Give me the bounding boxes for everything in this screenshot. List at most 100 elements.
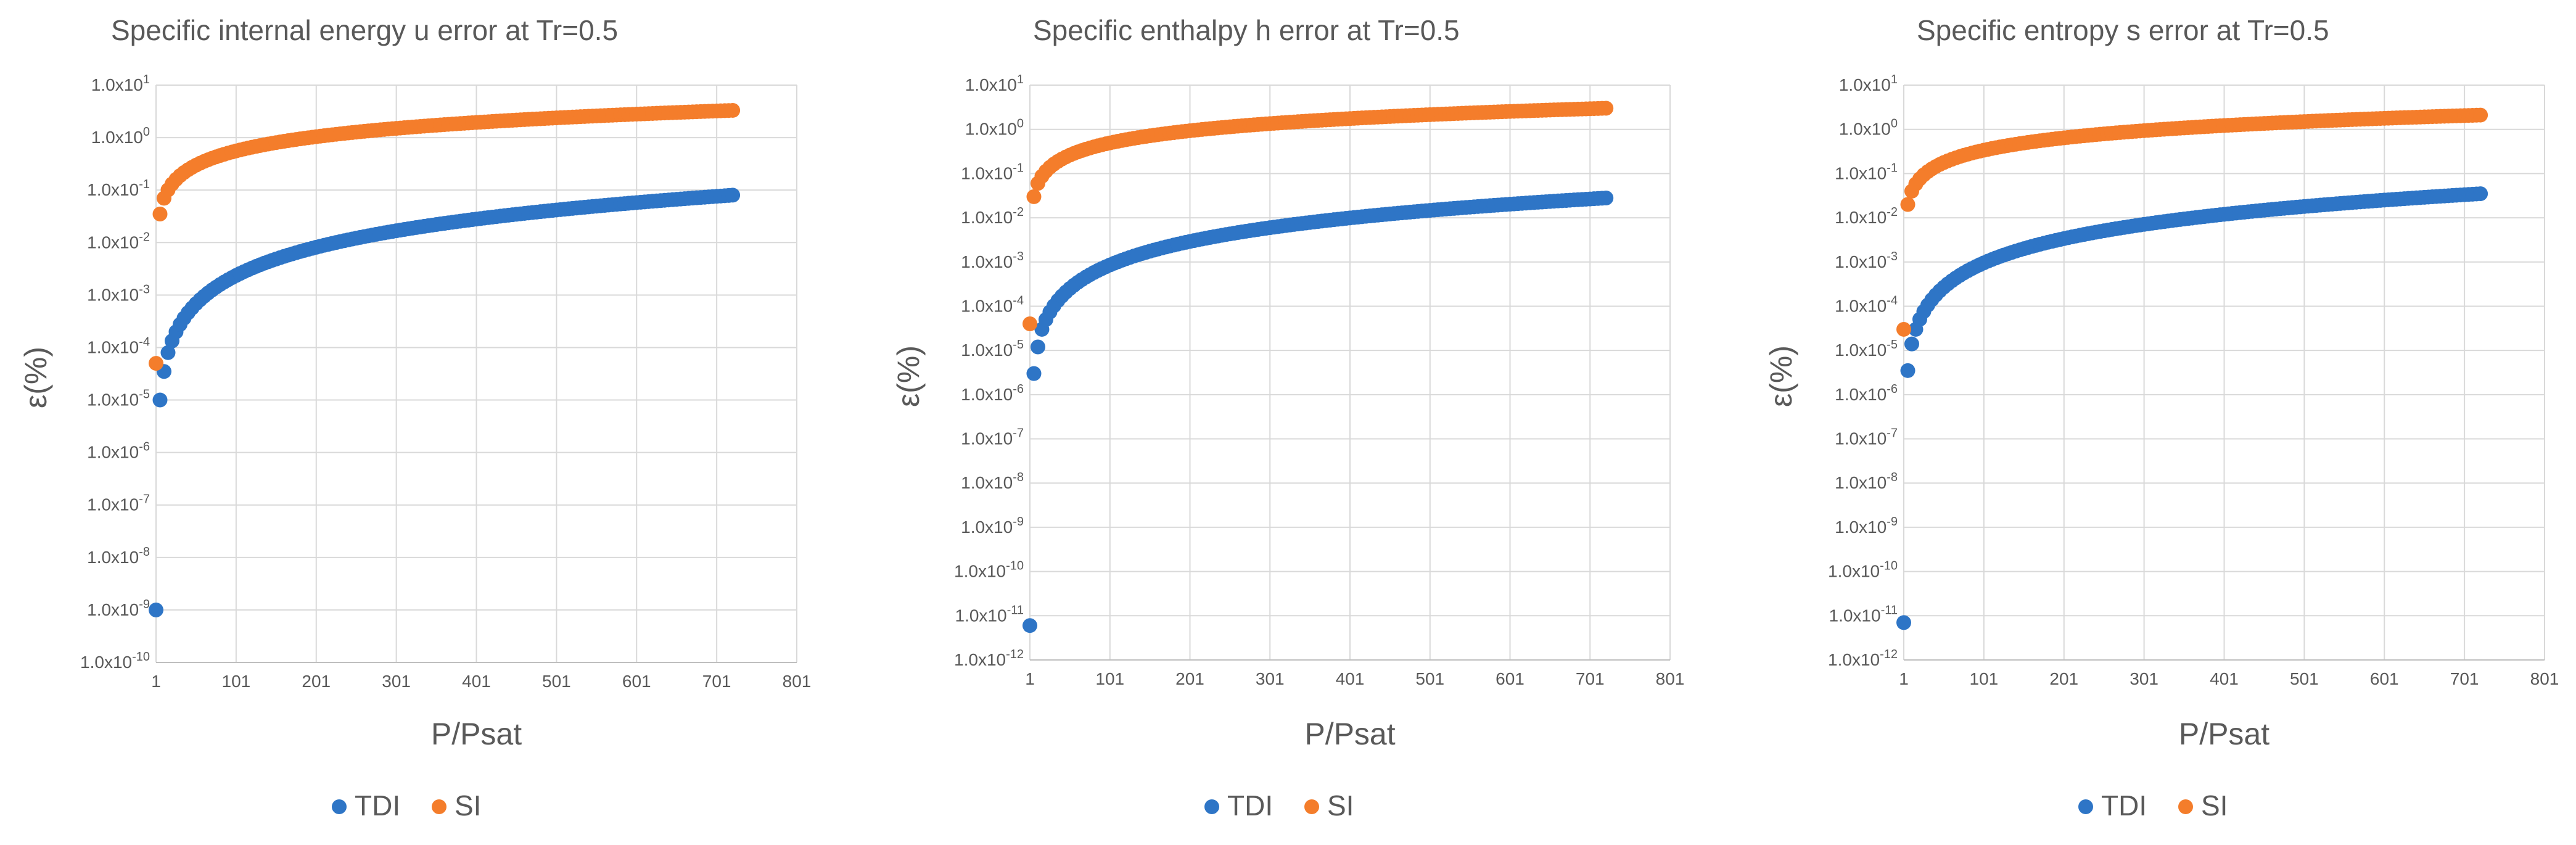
legend-label: TDI <box>1227 789 1273 822</box>
y-tick-label: 1.0x10-4 <box>1835 294 1898 315</box>
legend-marker <box>2178 799 2193 814</box>
data-point <box>2473 186 2488 202</box>
y-tick-label: 1.0x10-1 <box>1835 161 1898 183</box>
y-tick-label: 1.0x10-5 <box>1835 338 1898 360</box>
chart-title: Specific entropy s error at Tr=0.5 <box>1917 14 2329 46</box>
x-tick-label: 701 <box>1576 669 1605 688</box>
x-tick-label: 301 <box>382 672 411 691</box>
y-tick-label: 1.0x10-4 <box>961 294 1024 315</box>
chart-title: Specific enthalpy h error at Tr=0.5 <box>1033 14 1460 46</box>
y-tick-label: 1.0x10-7 <box>1835 427 1898 448</box>
y-tick-label: 1.0x10-6 <box>87 440 150 462</box>
data-point <box>1030 339 1045 355</box>
chart-panel-1: Specific internal energy u error at Tr=0… <box>19 14 811 822</box>
data-point <box>725 102 741 118</box>
y-tick-label: 1.0x10-11 <box>1829 603 1898 625</box>
legend: TDI SI <box>332 789 481 822</box>
series-tdi <box>149 188 741 617</box>
x-tick-label: 601 <box>622 672 651 691</box>
y-tick-label: 1.0x10-11 <box>955 603 1024 625</box>
y-tick-label: 1.0x10-7 <box>87 493 150 514</box>
y-tick-label: 1.0x10-10 <box>80 650 150 672</box>
y-tick-label: 1.0x10-10 <box>954 559 1024 581</box>
x-tick-label: 201 <box>302 672 331 691</box>
data-point <box>149 356 163 371</box>
chart-title: Specific internal energy u error at Tr=0… <box>111 14 618 46</box>
y-tick-label: 1.0x10-7 <box>961 427 1024 448</box>
series-tdi <box>1023 191 1614 633</box>
data-point <box>1023 618 1037 633</box>
y-tick-label: 1.0x10-1 <box>961 161 1024 183</box>
y-tick-label: 1.0x10-12 <box>1828 648 1898 669</box>
legend-label: SI <box>2201 789 2228 822</box>
x-tick-label: 501 <box>1415 669 1444 688</box>
data-point <box>1900 197 1916 212</box>
legend-marker <box>1304 799 1319 814</box>
y-tick-label: 1.0x101 <box>965 73 1024 94</box>
data-point <box>1026 189 1042 204</box>
x-tick-label: 1 <box>1899 669 1909 688</box>
x-tick-label: 801 <box>783 672 812 691</box>
y-tick-label: 1.0x10-3 <box>87 282 150 304</box>
legend-label: SI <box>455 789 481 822</box>
x-tick-label: 701 <box>702 672 731 691</box>
y-tick-label: 1.0x10-5 <box>87 388 150 410</box>
data-point <box>2473 107 2488 123</box>
x-tick-label: 701 <box>2450 669 2479 688</box>
y-axis-label: ε(%) <box>19 347 53 408</box>
x-tick-label: 401 <box>462 672 491 691</box>
x-tick-label: 101 <box>1970 669 1999 688</box>
data-point <box>1023 316 1037 331</box>
data-point <box>1026 366 1042 381</box>
x-tick-label: 101 <box>222 672 251 691</box>
y-tick-label: 1.0x100 <box>1839 117 1898 139</box>
x-axis-label: P/Psat <box>2179 717 2269 751</box>
y-tick-label: 1.0x10-12 <box>954 648 1024 669</box>
data-point <box>1599 191 1614 206</box>
data-point <box>1904 336 1919 352</box>
x-tick-label: 501 <box>542 672 571 691</box>
x-tick-label: 1 <box>1025 669 1035 688</box>
data-point <box>152 392 168 408</box>
legend-label: SI <box>1327 789 1354 822</box>
x-tick-label: 101 <box>1095 669 1124 688</box>
y-tick-label: 1.0x10-3 <box>1835 250 1898 271</box>
legend: TDI SI <box>1204 789 1354 822</box>
legend-marker <box>1204 799 1219 814</box>
data-point <box>160 345 176 360</box>
y-tick-label: 1.0x10-10 <box>1828 559 1898 581</box>
y-tick-label: 1.0x10-9 <box>961 515 1024 537</box>
x-tick-label: 801 <box>1656 669 1685 688</box>
y-tick-label: 1.0x10-2 <box>1835 205 1898 227</box>
y-tick-label: 1.0x100 <box>965 117 1024 139</box>
legend: TDI SI <box>2078 789 2228 822</box>
y-axis-label: ε(%) <box>891 345 926 407</box>
series-si <box>1896 107 2488 337</box>
y-tick-label: 1.0x10-2 <box>961 205 1024 227</box>
series-tdi <box>1896 186 2488 630</box>
chart-panel-3: Specific entropy s error at Tr=0.5 1 101 20… <box>1764 14 2559 822</box>
x-tick-label: 201 <box>1175 669 1204 688</box>
data-point <box>725 188 741 203</box>
legend-label: TDI <box>355 789 400 822</box>
chart-panel-2: Specific enthalpy h error at Tr=0.5 1 101 2… <box>891 14 1684 822</box>
y-tick-label: 1.0x100 <box>91 125 150 147</box>
x-tick-label: 1 <box>151 672 161 691</box>
data-point <box>152 206 168 221</box>
y-tick-label: 1.0x101 <box>1839 73 1898 94</box>
y-tick-label: 1.0x10-1 <box>87 178 150 199</box>
y-tick-label: 1.0x10-8 <box>87 545 150 567</box>
x-tick-label: 201 <box>2049 669 2078 688</box>
x-axis-label: P/Psat <box>431 717 522 751</box>
y-tick-label: 1.0x10-9 <box>1835 515 1898 537</box>
y-tick-label: 1.0x10-6 <box>961 382 1024 404</box>
x-tick-label: 401 <box>2210 669 2239 688</box>
y-tick-label: 1.0x10-3 <box>961 250 1024 271</box>
y-tick-label: 1.0x10-6 <box>1835 382 1898 404</box>
legend-marker <box>432 799 446 814</box>
y-tick-label: 1.0x10-8 <box>961 471 1024 492</box>
y-tick-label: 1.0x10-2 <box>87 230 150 252</box>
legend-marker <box>2078 799 2093 814</box>
y-tick-label: 1.0x10-8 <box>1835 471 1898 492</box>
